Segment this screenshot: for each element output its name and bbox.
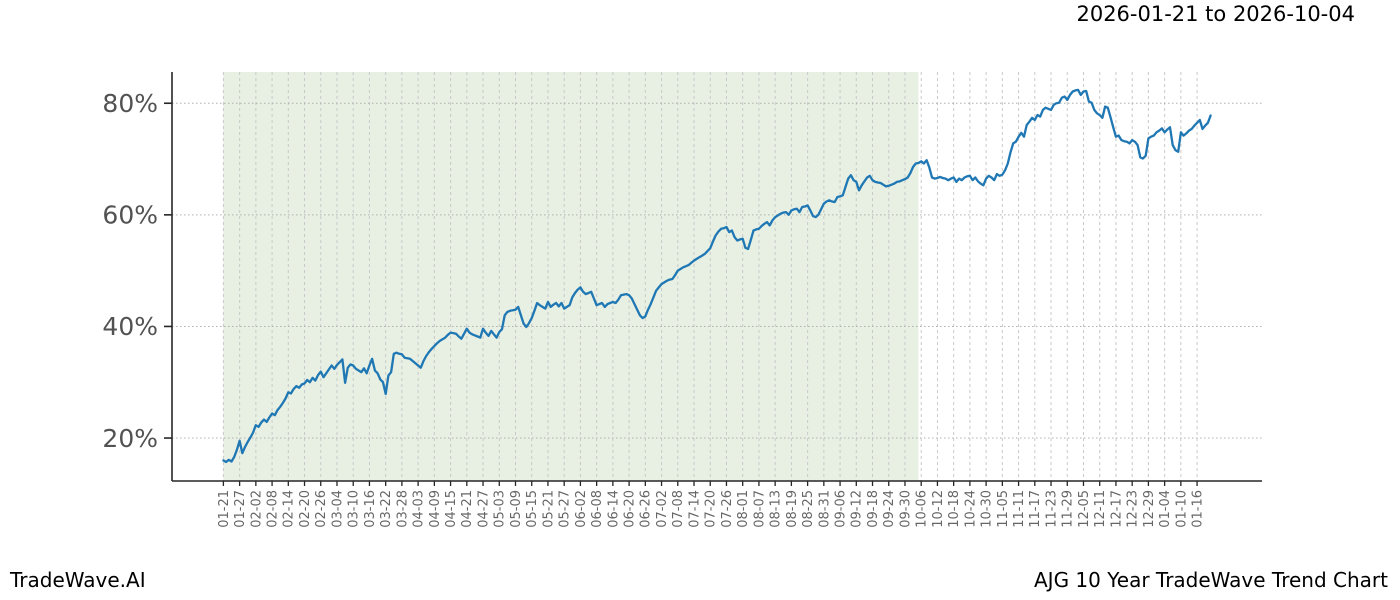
x-tick-label: 12-17 (1109, 490, 1124, 528)
x-tick-label: 06-14 (606, 490, 621, 528)
x-tick-label: 07-08 (671, 490, 686, 528)
x-tick-label: 07-02 (655, 490, 670, 528)
x-tick-label: 10-12 (931, 490, 946, 528)
x-tick-label: 08-31 (817, 490, 832, 528)
trend-line (222, 88, 1212, 464)
x-tick-label: 11-29 (1061, 490, 1076, 528)
x-tick-label: 04-27 (476, 490, 491, 528)
x-tick-label: 05-03 (493, 490, 508, 528)
x-tick-label: 02-20 (298, 490, 313, 528)
x-tick-label: 02-26 (314, 490, 329, 528)
x-tick-label: 01-16 (1191, 490, 1206, 528)
x-tick-label: 12-05 (1077, 490, 1092, 528)
x-tick-label: 09-18 (866, 490, 881, 528)
y-axis-ticks: 20% 40% 60% 80% (102, 89, 172, 453)
y-tick-label: 40% (102, 312, 158, 341)
chart-caption: AJG 10 Year TradeWave Trend Chart (1033, 568, 1388, 592)
x-tick-label: 08-13 (769, 490, 784, 528)
x-tick-label: 05-27 (558, 490, 573, 528)
x-tick-label: 02-02 (249, 490, 264, 528)
x-tick-label: 04-21 (460, 490, 475, 528)
y-tick-label: 60% (102, 201, 158, 230)
x-tick-label: 05-15 (525, 490, 540, 528)
x-tick-label: 11-05 (996, 490, 1011, 528)
x-tick-label: 04-09 (428, 490, 443, 528)
x-tick-label: 06-26 (639, 490, 654, 528)
x-tick-label: 09-12 (850, 490, 865, 528)
x-tick-label: 11-17 (1028, 490, 1043, 528)
x-tick-label: 06-08 (590, 490, 605, 528)
x-tick-label: 03-10 (347, 490, 362, 528)
y-tick-label: 80% (102, 89, 158, 118)
x-tick-label: 11-23 (1044, 490, 1059, 528)
x-tick-label: 04-15 (444, 490, 459, 528)
highlight-region (223, 72, 919, 481)
x-tick-label: 03-22 (379, 490, 394, 528)
x-tick-label: 01-10 (1174, 490, 1189, 528)
x-tick-label: 12-23 (1126, 490, 1141, 528)
x-tick-label: 12-11 (1093, 490, 1108, 528)
x-tick-label: 07-26 (720, 490, 735, 528)
x-tick-label: 08-19 (785, 490, 800, 528)
x-axis-ticks: 01-21 01-27 02-02 02-08 02-14 02-20 02-26 03-04… (217, 481, 1206, 528)
x-tick-label: 08-07 (752, 490, 767, 528)
x-tick-label: 07-20 (704, 490, 719, 528)
x-tick-label: 11-11 (1012, 490, 1027, 528)
x-tick-label: 02-08 (265, 490, 280, 528)
x-tick-label: 09-06 (833, 490, 848, 528)
x-tick-label: 01-04 (1158, 490, 1173, 528)
x-tick-label: 10-06 (915, 490, 930, 528)
brand-watermark: TradeWave.AI (10, 568, 146, 592)
x-tick-label: 05-21 (541, 490, 556, 528)
y-tick-label: 20% (102, 424, 158, 453)
x-tick-label: 06-02 (574, 490, 589, 528)
x-tick-label: 10-24 (963, 490, 978, 528)
x-tick-label: 10-30 (980, 490, 995, 528)
horizontal-gridlines (172, 102, 1262, 439)
x-tick-label: 09-30 (898, 490, 913, 528)
x-tick-label: 03-04 (330, 490, 345, 528)
x-tick-label: 07-14 (687, 490, 702, 528)
x-tick-label: 05-09 (509, 490, 524, 528)
x-tick-label: 03-28 (395, 490, 410, 528)
date-range-title: 2026-01-21 to 2026-10-04 (1076, 2, 1355, 26)
x-tick-label: 06-20 (623, 490, 638, 528)
vertical-gridlines (222, 72, 1198, 481)
x-tick-label: 12-29 (1142, 490, 1157, 528)
x-tick-label: 10-18 (947, 490, 962, 528)
x-tick-label: 09-24 (882, 490, 897, 528)
x-tick-label: 01-27 (233, 490, 248, 528)
x-tick-label: 03-16 (363, 490, 378, 528)
x-tick-label: 01-21 (217, 490, 232, 528)
x-tick-label: 02-14 (282, 490, 297, 528)
x-tick-label: 08-01 (736, 490, 751, 528)
x-tick-label: 08-25 (801, 490, 816, 528)
x-tick-label: 04-03 (412, 490, 427, 528)
